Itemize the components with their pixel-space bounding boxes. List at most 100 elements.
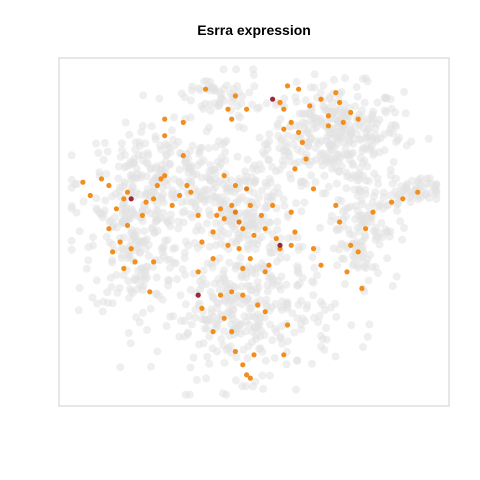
background-cell-point (396, 217, 405, 226)
expressing-cell-point (284, 83, 291, 89)
background-cell-point (127, 175, 136, 184)
background-cell-point (297, 207, 306, 216)
expressing-cell-point (288, 119, 294, 125)
background-cell-point (153, 226, 162, 235)
background-cell-point (273, 217, 282, 226)
background-cell-point (337, 254, 346, 263)
background-cell-point (222, 196, 231, 205)
background-cell-point (169, 312, 178, 321)
background-cell-point (67, 183, 76, 192)
background-cell-point (359, 249, 368, 257)
background-cell-point (170, 175, 179, 184)
background-cell-point (362, 128, 371, 137)
background-cell-point (276, 333, 285, 342)
expressing-cell-point (180, 119, 186, 125)
expressing-cell-point (203, 86, 209, 92)
background-cell-point (283, 304, 292, 313)
expressing-cell-point (139, 212, 145, 218)
expressing-cell-point (310, 246, 317, 252)
background-cell-point (180, 93, 189, 102)
background-cell-point (182, 197, 191, 206)
background-cell-point (152, 206, 161, 215)
background-cell-point (196, 86, 205, 95)
background-cell-point (255, 133, 264, 142)
background-cell-point (152, 216, 161, 225)
background-cell-point (98, 307, 107, 316)
background-cell-point (301, 96, 310, 105)
background-cell-point (188, 197, 197, 206)
background-cell-point (168, 193, 177, 202)
background-cell-point (211, 219, 220, 227)
background-cell-point (161, 236, 169, 245)
background-cell-point (313, 271, 321, 280)
background-cell-point (326, 155, 335, 164)
background-cell-point (271, 299, 280, 308)
background-cell-point (282, 360, 291, 369)
background-cell-point (268, 240, 277, 249)
expressing-cell-point (229, 202, 235, 208)
background-cell-point (240, 312, 249, 321)
background-cell-point (342, 184, 351, 193)
background-cell-point (210, 198, 219, 207)
background-cell-point (219, 389, 228, 398)
background-cell-point (310, 83, 319, 92)
background-cell-point (316, 223, 325, 232)
expressing-cell-point (132, 259, 138, 265)
background-cell-point (331, 352, 340, 361)
background-cell-point (355, 135, 364, 144)
expressing-cell-point (296, 86, 302, 92)
background-cell-point (239, 345, 248, 354)
background-cell-point (213, 304, 222, 312)
background-cell-point (241, 177, 250, 186)
background-cell-point (316, 114, 325, 123)
background-cell-point (372, 223, 380, 232)
expressing-cell-point (236, 219, 242, 225)
background-cell-point (153, 347, 162, 356)
background-cell-point (294, 300, 303, 309)
background-cell-point (238, 193, 247, 202)
background-cell-point (337, 88, 346, 97)
background-cell-point (181, 270, 189, 279)
expressing-cell-point (195, 212, 201, 218)
background-cell-point (242, 382, 251, 391)
background-cell-point (171, 259, 180, 268)
background-cell-point (105, 238, 114, 247)
background-cell-point (128, 208, 137, 217)
background-cell-point (166, 210, 175, 219)
background-cell-point (244, 235, 253, 244)
background-cell-point (132, 313, 141, 322)
background-cell-point (297, 319, 305, 328)
background-cell-point (114, 174, 123, 183)
background-cell-point (121, 118, 130, 127)
background-cell-point (342, 151, 351, 160)
background-cell-point (368, 263, 377, 272)
background-cell-point (349, 139, 358, 148)
background-cell-point (231, 264, 240, 273)
background-cell-point (84, 256, 93, 265)
background-cell-point (162, 150, 170, 159)
background-cell-point (158, 183, 167, 192)
expressing-cell-point (296, 129, 302, 135)
background-cell-point (261, 356, 270, 365)
expressing-cell-point (154, 182, 160, 189)
background-cell-point (273, 119, 282, 128)
background-cell-point (67, 175, 76, 184)
expressing-cell-point (292, 229, 298, 235)
background-cell-point (256, 344, 265, 353)
background-cell-point (360, 156, 369, 165)
expressing-cell-point (210, 256, 216, 262)
expressing-cell-point (240, 265, 246, 272)
background-cell-point (202, 374, 211, 383)
background-cell-point (107, 283, 116, 291)
background-cell-point (205, 332, 214, 341)
background-cell-point (336, 105, 345, 114)
background-cell-point (310, 124, 319, 133)
background-cell-point (317, 342, 326, 351)
background-cell-point (146, 164, 155, 173)
background-cell-point (210, 192, 219, 201)
background-cell-point (266, 247, 275, 256)
background-cell-point (370, 148, 379, 157)
background-cell-point (105, 217, 114, 226)
expressing-cell-point (124, 222, 131, 228)
